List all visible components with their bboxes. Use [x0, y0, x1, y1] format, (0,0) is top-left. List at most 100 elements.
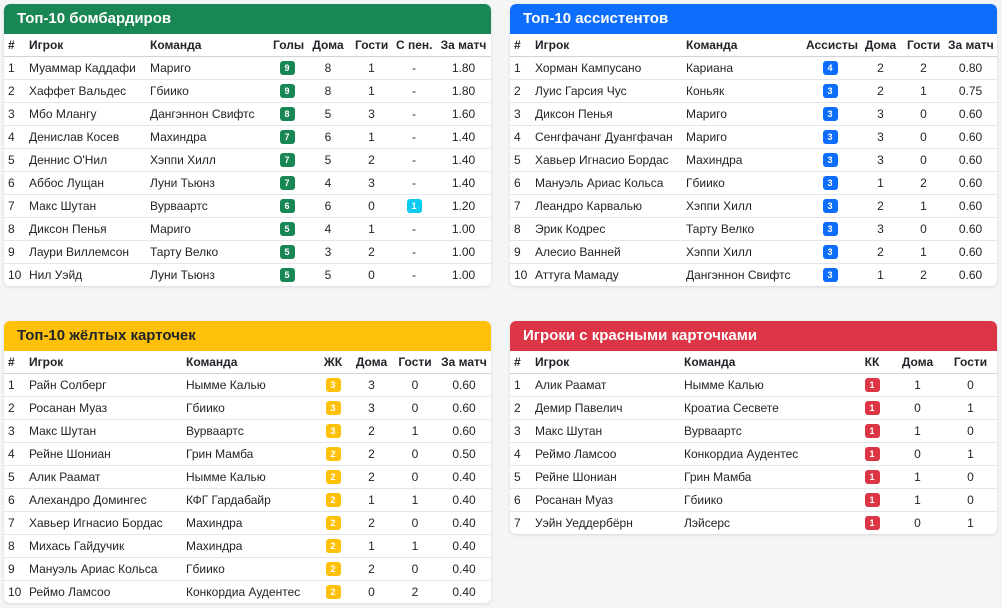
- cell-player: Денислав Косев: [25, 125, 146, 149]
- cell-avg: 0.40: [437, 465, 491, 489]
- val-badge: 4: [822, 61, 838, 76]
- cell-team: Махиндра: [682, 148, 802, 172]
- table-row: 10 Аттуга Мамаду Дангэннон Свифтс 3 1 2 0.60: [510, 264, 997, 287]
- cell-n: 9: [510, 240, 531, 264]
- cell-team: Нымме Калью: [182, 465, 316, 489]
- table-row: 5 Алик Раамат Нымме Калью 2 2 0 0.40: [4, 465, 491, 489]
- cell-away: 1: [903, 240, 944, 264]
- cell-away: 1: [393, 419, 437, 443]
- cell-n: 4: [4, 125, 25, 149]
- goals-badge: 5: [279, 268, 295, 283]
- table-row: 1 Хорман Кампусано Кариана 4 2 2 0.80: [510, 56, 997, 80]
- cell-team: Кариана: [682, 56, 802, 80]
- cell-team: Гбиико: [682, 171, 802, 195]
- cell-home: 2: [350, 557, 393, 581]
- table-row: 8 Михась Гайдучик Махиндра 2 1 1 0.40: [4, 534, 491, 558]
- table-header-row: # Игрок Команда ЖК Дома Гости За матч: [4, 351, 491, 374]
- cell-n: 5: [4, 465, 25, 489]
- cell-n: 8: [4, 217, 25, 241]
- top-assists-title: Топ-10 ассистентов: [510, 4, 997, 34]
- cell-n: 4: [510, 442, 531, 466]
- table-row: 4 Сенгфачанг Дуангфачан Мариго 3 3 0 0.60: [510, 125, 997, 149]
- cell-player: Макс Шутан: [25, 419, 182, 443]
- cell-player: Реймо Ламсоо: [531, 442, 680, 466]
- val-badge: 2: [325, 516, 341, 531]
- cell-avg: 1.20: [436, 194, 491, 218]
- table-row: 1 Райн Солберг Нымме Калью 3 3 0 0.60: [4, 373, 491, 397]
- cell-home: 3: [858, 217, 903, 241]
- red-cards-card: Игроки с красными карточками # Игрок Ком…: [510, 321, 997, 534]
- cell-pen: -: [392, 217, 436, 241]
- top-scorers-card: Топ-10 бомбардиров # Игрок Команда Голы …: [4, 4, 491, 286]
- cell-player: Михась Гайдучик: [25, 534, 182, 558]
- cell-goals: 9: [269, 79, 305, 103]
- cell-team: Луни Тьюнз: [146, 171, 269, 195]
- cell-home: 2: [858, 56, 903, 80]
- col-header: ЖК: [316, 351, 350, 374]
- top-assists-table: # Игрок Команда Ассисты Дома Гости За ма…: [510, 34, 997, 286]
- cell-avg: 1.80: [436, 56, 491, 80]
- cell-avg: 0.60: [437, 419, 491, 443]
- cell-val: 2: [316, 442, 350, 466]
- table-row: 3 Мбо Млангу Дангэннон Свифтс 8 5 3-1.60: [4, 102, 491, 126]
- cell-avg: 0.60: [944, 217, 997, 241]
- yellow-cards-title: Топ-10 жёлтых карточек: [4, 321, 491, 351]
- cell-player: Аттуга Мамаду: [535, 268, 619, 282]
- cell-away: 1: [351, 79, 392, 103]
- cell-n: 1: [4, 56, 25, 80]
- table-row: 10 Реймо Ламсоо Конкордиа Аудентес 2 0 2 0.40: [4, 581, 491, 604]
- goals-badge: 9: [279, 61, 295, 76]
- cell-pen: -: [392, 56, 436, 80]
- cell-team: Дангэннон Свифтс: [146, 102, 269, 126]
- val-badge: 3: [822, 84, 838, 99]
- cell-goals: 9: [269, 56, 305, 80]
- cell-avg: 0.40: [437, 488, 491, 512]
- cell-val: 1: [853, 488, 891, 512]
- cell-avg: 0.75: [944, 79, 997, 103]
- cell-val: 3: [316, 419, 350, 443]
- cell-home: 1: [891, 488, 944, 512]
- col-header: За матч: [436, 34, 491, 57]
- cell-team: Вурваартс: [182, 419, 316, 443]
- cell-player: Хорман Кампусано: [531, 56, 682, 80]
- col-header: КК: [853, 351, 891, 374]
- goals-badge: 7: [279, 130, 295, 145]
- val-badge: 2: [325, 493, 341, 508]
- cell-player: Алесио Ванней: [531, 240, 682, 264]
- val-badge: 1: [864, 516, 880, 531]
- cell-away: 1: [351, 125, 392, 149]
- cell-n: 3: [4, 102, 25, 126]
- cell-goals: 5: [269, 217, 305, 241]
- cell-player: Рейне Шониан: [25, 442, 182, 466]
- cell-val: 1: [853, 373, 891, 397]
- table-row: 3 Макс Шутан Вурваартс 1 1 0: [510, 419, 997, 443]
- cell-val: 3: [316, 396, 350, 420]
- cell-val: 3: [802, 217, 858, 241]
- val-badge: 3: [822, 222, 838, 237]
- cell-team: Тарту Велко: [682, 217, 802, 241]
- cell-away: 2: [351, 148, 392, 172]
- cell-team: Гбиико: [182, 557, 316, 581]
- cell-n: 2: [510, 79, 531, 103]
- table-row: 2 Луис Гарсия Чус Коньяк 3 2 1 0.75: [510, 79, 997, 103]
- cell-n: 7: [510, 194, 531, 218]
- table-row: 5 Хавьер Игнасио Бордас Махиндра 3 3 0 0.60: [510, 148, 997, 172]
- cell-n: 5: [4, 148, 25, 172]
- cell-n: 2: [4, 396, 25, 420]
- cell-team: Нымме Калью: [182, 373, 316, 397]
- cell-n: 6: [510, 171, 531, 195]
- col-header: Дома: [350, 351, 393, 374]
- cell-n: 2: [510, 396, 531, 420]
- cell-n: 10: [8, 268, 22, 282]
- col-header: Команда: [146, 34, 269, 57]
- val-badge: 1: [864, 401, 880, 416]
- cell-team: Мариго: [146, 56, 269, 80]
- cell-player: Сенгфачанг Дуангфачан: [531, 125, 682, 149]
- cell-team: Хэппи Хилл: [682, 240, 802, 264]
- table-row: 7 Леандро Карвалью Хэппи Хилл 3 2 1 0.60: [510, 194, 997, 218]
- cell-val: 3: [802, 240, 858, 264]
- table-row: 6 Мануэль Ариас Кольса Гбиико 3 1 2 0.60: [510, 171, 997, 195]
- cell-home: 1: [891, 465, 944, 489]
- cell-player: Рейне Шониан: [531, 465, 680, 489]
- cell-player: Аббос Лущан: [25, 171, 146, 195]
